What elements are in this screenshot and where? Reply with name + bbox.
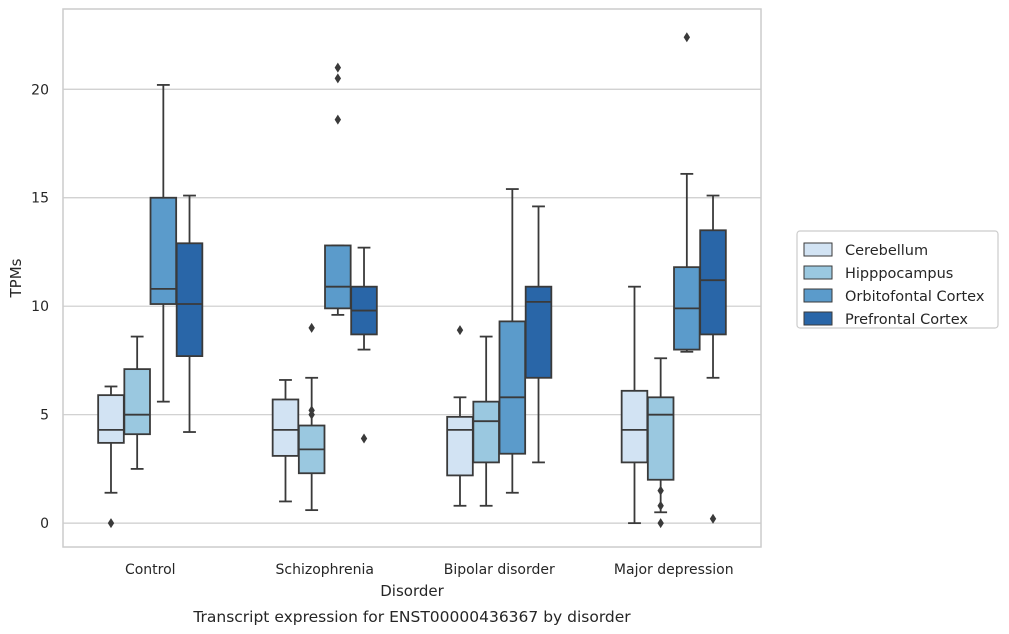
box-body [97, 394, 125, 444]
outlier-point [308, 322, 315, 333]
box-plot-area [97, 32, 727, 529]
outlier-point [657, 500, 664, 511]
y-tick-label: 15 [31, 191, 49, 207]
outlier-point [308, 409, 315, 420]
x-tick-label: Bipolar disorder [444, 562, 555, 578]
y-axis-ticks: 0 5 10 15 20 [31, 82, 49, 532]
box-prefrontal-cortex-3 [699, 194, 727, 524]
outlier-point [709, 513, 717, 524]
x-axis-title: Disorder [380, 582, 444, 600]
outlier-point [107, 518, 115, 529]
box-body [175, 242, 204, 357]
y-tick-label: 5 [40, 408, 49, 424]
box-hipppocampus-1 [297, 322, 326, 512]
y-tick-label: 10 [31, 299, 49, 315]
box-body [446, 415, 474, 477]
box-prefrontal-cortex-2 [524, 205, 553, 464]
legend-label: Prefrontal Cortex [845, 312, 968, 328]
legend: Cerebellum Hipppocampus Orbitofontal Corte… [796, 230, 999, 329]
outlier-point [683, 32, 691, 43]
box-hipppocampus-3 [646, 357, 675, 529]
plot-frame [62, 8, 762, 548]
box-body [472, 400, 500, 464]
box-cerebellum-1 [271, 379, 300, 503]
y-tick-label: 0 [40, 516, 49, 532]
box-hipppocampus-2 [472, 335, 500, 507]
legend-label: Orbitofontal Cortex [845, 289, 985, 305]
x-tick-label: Major depression [614, 562, 734, 578]
outlier-point [360, 433, 368, 444]
box-body [524, 285, 553, 379]
box-orbitofontal-cortex-2 [498, 188, 527, 494]
box-orbitofontal-cortex-3 [673, 32, 701, 353]
box-body [324, 244, 352, 310]
legend-label: Cerebellum [845, 243, 928, 259]
y-axis-title: TPMs [7, 258, 25, 298]
box-body [646, 396, 675, 481]
box-body [498, 320, 527, 455]
outlier-point [334, 62, 342, 73]
box-prefrontal-cortex-1 [350, 246, 378, 444]
legend-swatch [803, 265, 833, 280]
box-cerebellum-3 [620, 285, 649, 525]
x-tick-label: Control [125, 562, 176, 578]
figure-caption: Transcript expression for ENST0000043636… [192, 608, 631, 626]
x-axis-ticks: Control Schizophrenia Bipolar disorder Majo… [125, 562, 734, 578]
box-hipppocampus-0 [123, 335, 151, 470]
outlier-point [657, 518, 664, 529]
outlier-point [456, 325, 464, 336]
box-body [620, 389, 649, 464]
legend-swatch [803, 242, 833, 257]
box-body [699, 229, 727, 336]
y-tick-label: 20 [31, 82, 49, 98]
box-body [123, 368, 151, 436]
outlier-point [334, 73, 342, 84]
box-cerebellum-0 [97, 385, 125, 529]
box-cerebellum-2 [446, 325, 474, 507]
legend-swatch [803, 311, 833, 326]
box-orbitofontal-cortex-0 [149, 84, 178, 403]
box-body [271, 398, 300, 457]
box-prefrontal-cortex-0 [175, 194, 204, 433]
x-tick-label: Schizophrenia [276, 562, 374, 578]
outlier-point [334, 114, 342, 125]
legend-label: Hipppocampus [845, 266, 953, 282]
box-orbitofontal-cortex-1 [324, 62, 352, 316]
outlier-point [657, 485, 664, 496]
legend-frame [796, 230, 999, 329]
legend-swatch [803, 288, 833, 303]
